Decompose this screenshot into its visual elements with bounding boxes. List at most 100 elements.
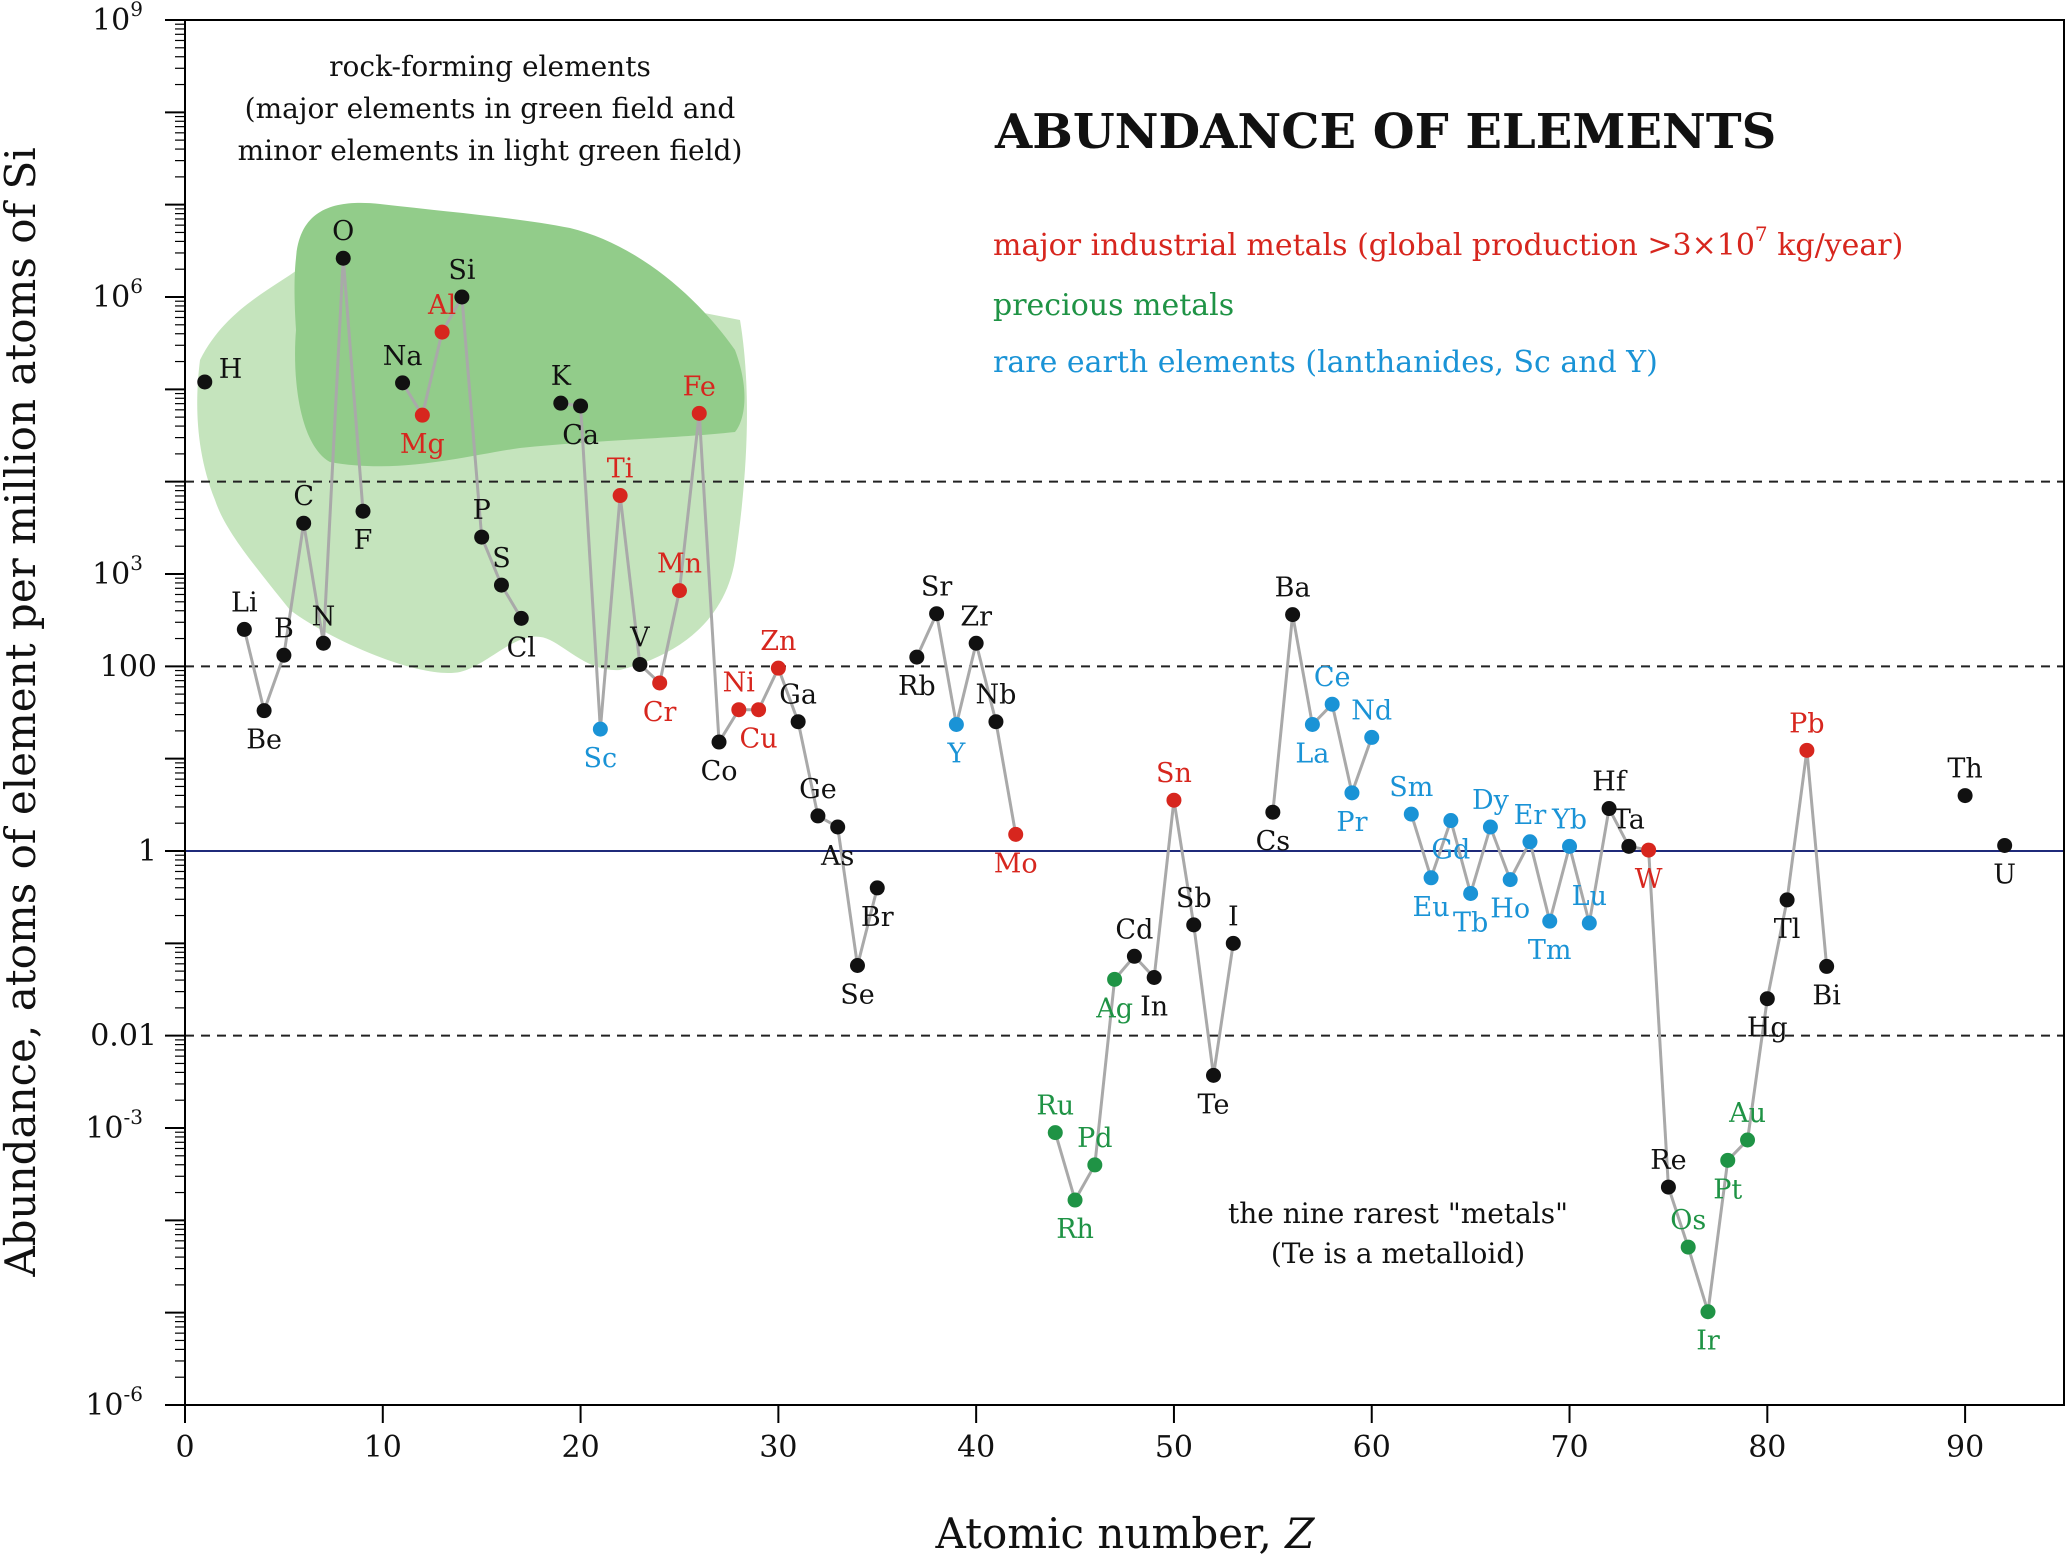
abundance-connector (1587, 808, 1611, 924)
x-tick-label: 10 (364, 1430, 402, 1465)
label-tm: Tm (1528, 935, 1572, 966)
point-mo (1008, 826, 1024, 842)
point-nd (1364, 729, 1380, 745)
y-tick-label: 0.01 (90, 1019, 157, 1054)
point-sb (1186, 917, 1202, 933)
y-tick-label: 103 (92, 551, 143, 592)
point-f (355, 503, 371, 519)
label-ce: Ce (1314, 662, 1351, 693)
label-s: S (492, 543, 511, 574)
label-co: Co (701, 756, 738, 787)
label-ba: Ba (1275, 573, 1311, 604)
abundance-connector (1528, 841, 1552, 922)
x-axis-label-variable: Z (1283, 1509, 1315, 1558)
x-tick-label: 50 (1155, 1430, 1193, 1465)
label-v: V (629, 622, 650, 653)
point-cl (513, 610, 529, 626)
rarest-metals-note-line1: the nine rarest "metals" (1228, 1197, 1568, 1230)
abundance-connector (302, 522, 325, 644)
abundance-connector (1271, 614, 1295, 813)
y-tick-base: 10 (92, 557, 130, 592)
legend: major industrial metals (global producti… (993, 222, 1903, 380)
label-nd: Nd (1351, 695, 1392, 726)
label-si: Si (448, 255, 475, 286)
point-hf (1601, 801, 1617, 817)
point-li (236, 621, 252, 637)
point-hg (1759, 991, 1775, 1007)
label-be: Be (246, 725, 282, 756)
point-pd (1087, 1157, 1103, 1173)
legend-precious-metals: precious metals (993, 288, 1234, 323)
label-n: N (312, 601, 336, 632)
point-sr (929, 606, 945, 622)
point-au (1740, 1132, 1756, 1148)
point-pt (1720, 1152, 1736, 1168)
abundance-connector (935, 613, 958, 725)
label-os: Os (1670, 1205, 1706, 1236)
label-p: P (473, 495, 491, 526)
y-tick-exponent: 3 (130, 551, 143, 575)
label-tb: Tb (1453, 907, 1488, 938)
point-ge (810, 808, 826, 824)
label-fe: Fe (683, 371, 716, 402)
x-tick-label: 80 (1748, 1430, 1786, 1465)
point-os (1680, 1239, 1696, 1255)
legend-major-exponent: 7 (1755, 222, 1768, 246)
abundance-connector (1765, 899, 1789, 1000)
label-ta: Ta (1613, 804, 1645, 835)
point-ru (1047, 1125, 1063, 1141)
point-as (830, 819, 846, 835)
point-ta (1621, 838, 1637, 854)
abundance-connector (757, 667, 780, 711)
y-tick-label: 106 (92, 274, 143, 315)
rock-forming-note-line3: minor elements in light green field) (238, 134, 743, 167)
point-tb (1463, 885, 1479, 901)
label-ag: Ag (1095, 993, 1133, 1024)
label-ir: Ir (1696, 1326, 1720, 1357)
abundance-connector (658, 590, 681, 684)
label-h: H (219, 354, 243, 385)
point-b (276, 647, 292, 663)
y-tick-base: 1 (138, 834, 157, 869)
abundance-connector (994, 721, 1018, 835)
point-cd (1126, 948, 1142, 964)
point-sc (592, 721, 608, 737)
label-hg: Hg (1747, 1013, 1788, 1044)
label-tl: Tl (1774, 914, 1801, 945)
abundance-connector (1192, 924, 1215, 1076)
label-sb: Sb (1176, 883, 1212, 914)
abundance-connector (1212, 943, 1235, 1076)
label-eu: Eu (1413, 892, 1450, 923)
point-al (434, 324, 450, 340)
label-cd: Cd (1115, 914, 1153, 945)
label-ga: Ga (779, 680, 817, 711)
point-lu (1581, 915, 1597, 931)
label-pr: Pr (1336, 807, 1367, 838)
point-rh (1067, 1192, 1083, 1208)
y-tick-label: 10-3 (85, 1105, 143, 1146)
abundance-connector (1469, 826, 1492, 894)
point-co (711, 734, 727, 750)
label-te: Te (1198, 1089, 1230, 1120)
abundance-connector (776, 667, 800, 723)
label-la: La (1295, 739, 1329, 770)
y-tick-base: 10 (85, 1111, 123, 1146)
label-b: B (274, 613, 294, 644)
x-tick-label: 70 (1550, 1430, 1588, 1465)
x-tick-label: 40 (957, 1430, 995, 1465)
label-c: C (293, 481, 314, 512)
abundance-connector (856, 887, 879, 966)
chart-title: ABUNDANCE OF ELEMENTS (994, 104, 1776, 160)
label-hf: Hf (1592, 767, 1628, 798)
x-axis-label: Atomic number, Z (935, 1509, 1316, 1558)
y-axis-label: Abundance, atoms of element per million … (0, 147, 45, 1277)
point-c (296, 515, 312, 531)
point-nb (988, 714, 1004, 730)
point-ce (1324, 696, 1340, 712)
x-tick-label: 0 (175, 1430, 194, 1465)
label-sc: Sc (584, 743, 618, 774)
label-rh: Rh (1056, 1214, 1094, 1245)
abundance-connector (579, 405, 602, 730)
point-ni (731, 702, 747, 718)
point-i (1225, 935, 1241, 951)
